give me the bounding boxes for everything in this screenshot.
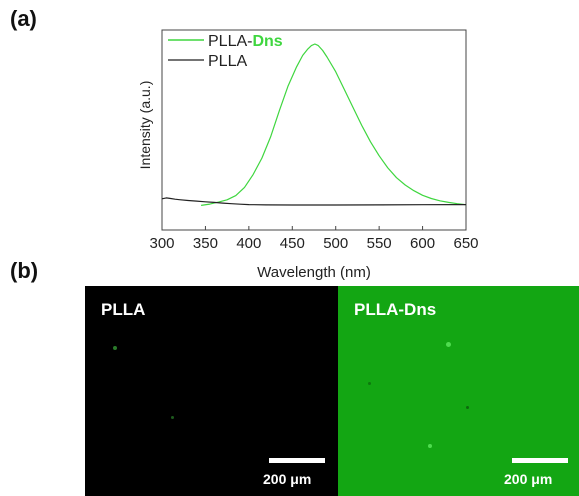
fluorescent-speck — [368, 382, 371, 385]
series-line-plla — [161, 197, 467, 206]
x-tick-label: 350 — [193, 235, 218, 252]
scale-bar — [512, 458, 568, 463]
micrograph-plla-dns-label: PLLA-Dns — [354, 300, 437, 319]
chart-series — [161, 43, 467, 206]
legend-label-plla-dns: PLLA-Dns — [208, 33, 283, 50]
panel-label-b: (b) — [10, 258, 39, 283]
plot-frame — [161, 29, 467, 231]
legend-label-prefix: PLLA- — [208, 33, 252, 50]
scale-bar — [269, 458, 325, 463]
x-axis-label: Wavelength (nm) — [257, 264, 371, 281]
x-tick-label: 550 — [367, 235, 392, 252]
micrograph-plla-label: PLLA — [101, 300, 146, 319]
scale-bar-label: 200 μm — [263, 471, 312, 487]
fluorescent-speck — [171, 416, 174, 419]
chart-axes — [161, 29, 467, 231]
chart-legend: PLLA-Dns PLLA — [168, 33, 283, 70]
x-tick-label: 300 — [149, 235, 174, 252]
x-tick-label: 600 — [410, 235, 435, 252]
y-axis-label: Intensity (a.u.) — [137, 81, 153, 170]
x-tick-label: 650 — [453, 235, 478, 252]
fluorescent-speck — [428, 444, 432, 448]
series-line-plla-dns — [201, 43, 467, 206]
legend-label-plla: PLLA — [208, 53, 247, 70]
panel-label-a: (a) — [10, 6, 37, 31]
fluorescent-speck — [113, 346, 117, 350]
x-tick-label: 450 — [280, 235, 305, 252]
x-tick-label: 500 — [323, 235, 348, 252]
x-tick-label: 400 — [236, 235, 261, 252]
spectrum-chart: 300 350 400 450 500 550 600 650 PLLA-Dns PLLA Wa… — [137, 29, 479, 281]
chart-ticks: 300 350 400 450 500 550 600 650 — [149, 226, 479, 252]
micrograph-plla-dns: PLLA-Dns 200 μm — [338, 286, 579, 496]
micrograph-plla: PLLA 200 μm — [85, 286, 338, 496]
scale-bar-label: 200 μm — [504, 471, 553, 487]
fluorescent-speck — [446, 342, 451, 347]
fluorescent-speck — [466, 406, 469, 409]
legend-label-dns: Dns — [252, 33, 282, 50]
